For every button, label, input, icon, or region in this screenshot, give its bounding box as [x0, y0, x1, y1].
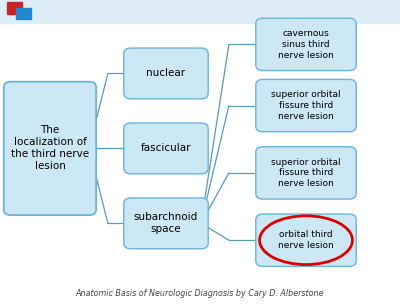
FancyBboxPatch shape [256, 79, 356, 132]
Text: fascicular: fascicular [141, 144, 191, 153]
FancyBboxPatch shape [4, 82, 96, 215]
Text: superior orbital
fissure third
nerve lesion: superior orbital fissure third nerve les… [271, 158, 341, 188]
Text: subarchnoid
space: subarchnoid space [134, 212, 198, 234]
FancyBboxPatch shape [256, 18, 356, 71]
FancyBboxPatch shape [256, 214, 356, 266]
Bar [0, 0, 400, 23]
Bar [7, 2, 22, 14]
Text: cavernous
sinus third
nerve lesion: cavernous sinus third nerve lesion [278, 29, 334, 60]
Text: nuclear: nuclear [146, 69, 186, 78]
FancyBboxPatch shape [124, 198, 208, 249]
Text: Anatomic Basis of Neurologic Diagnosis by Cary D. Alberstone: Anatomic Basis of Neurologic Diagnosis b… [76, 289, 324, 298]
Text: superior orbital
fissure third
nerve lesion: superior orbital fissure third nerve les… [271, 90, 341, 121]
FancyBboxPatch shape [256, 147, 356, 199]
FancyBboxPatch shape [124, 48, 208, 99]
Text: The
localization of
the third nerve
lesion: The localization of the third nerve lesi… [11, 125, 89, 171]
Text: orbital third
nerve lesion: orbital third nerve lesion [278, 230, 334, 250]
FancyBboxPatch shape [124, 123, 208, 174]
Bar [16, 8, 31, 19]
